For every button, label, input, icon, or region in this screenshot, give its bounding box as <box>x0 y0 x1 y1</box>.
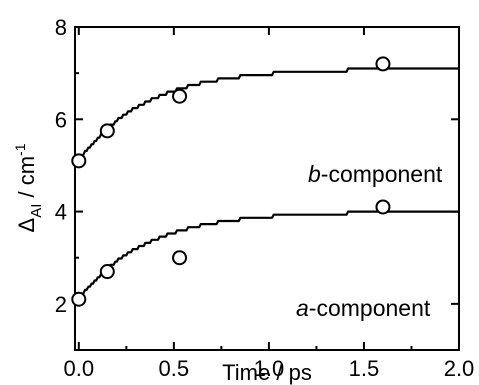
y-axis-title-main: Δ <box>14 218 39 233</box>
y-tick-label: 2 <box>55 292 67 317</box>
y-tick-label: 4 <box>55 200 67 225</box>
y-tick-label: 6 <box>55 107 67 132</box>
x-tick-label: 0.0 <box>64 356 95 381</box>
x-axis-title: Time / ps <box>222 360 312 385</box>
y-axis-title: ΔAI / cm-1 <box>12 143 45 232</box>
y-axis-title-sub: AI <box>28 204 45 218</box>
y-tick-label: 8 <box>55 15 67 40</box>
fit-curve-a-component <box>79 212 459 300</box>
annotation-a-component: a-component <box>296 295 431 321</box>
data-point-a-component <box>173 251 186 264</box>
data-point-b-component <box>376 57 389 70</box>
data-point-a-component <box>376 200 389 213</box>
data-point-a-component <box>72 293 85 306</box>
fit-curve-b-component <box>79 69 459 161</box>
axis-ticks: 0.00.51.01.52.02468 <box>55 15 475 381</box>
x-tick-label: 0.5 <box>159 356 190 381</box>
y-axis-title-unit: / cm <box>14 156 39 204</box>
data-point-a-component <box>101 265 114 278</box>
data-point-b-component <box>101 124 114 137</box>
annotation-b-component: b-component <box>308 161 443 187</box>
data-point-b-component <box>72 154 85 167</box>
y-axis-title-sup: -1 <box>12 143 28 156</box>
x-tick-label: 1.5 <box>349 356 380 381</box>
data-point-b-component <box>173 90 186 103</box>
x-tick-label: 2.0 <box>444 356 475 381</box>
